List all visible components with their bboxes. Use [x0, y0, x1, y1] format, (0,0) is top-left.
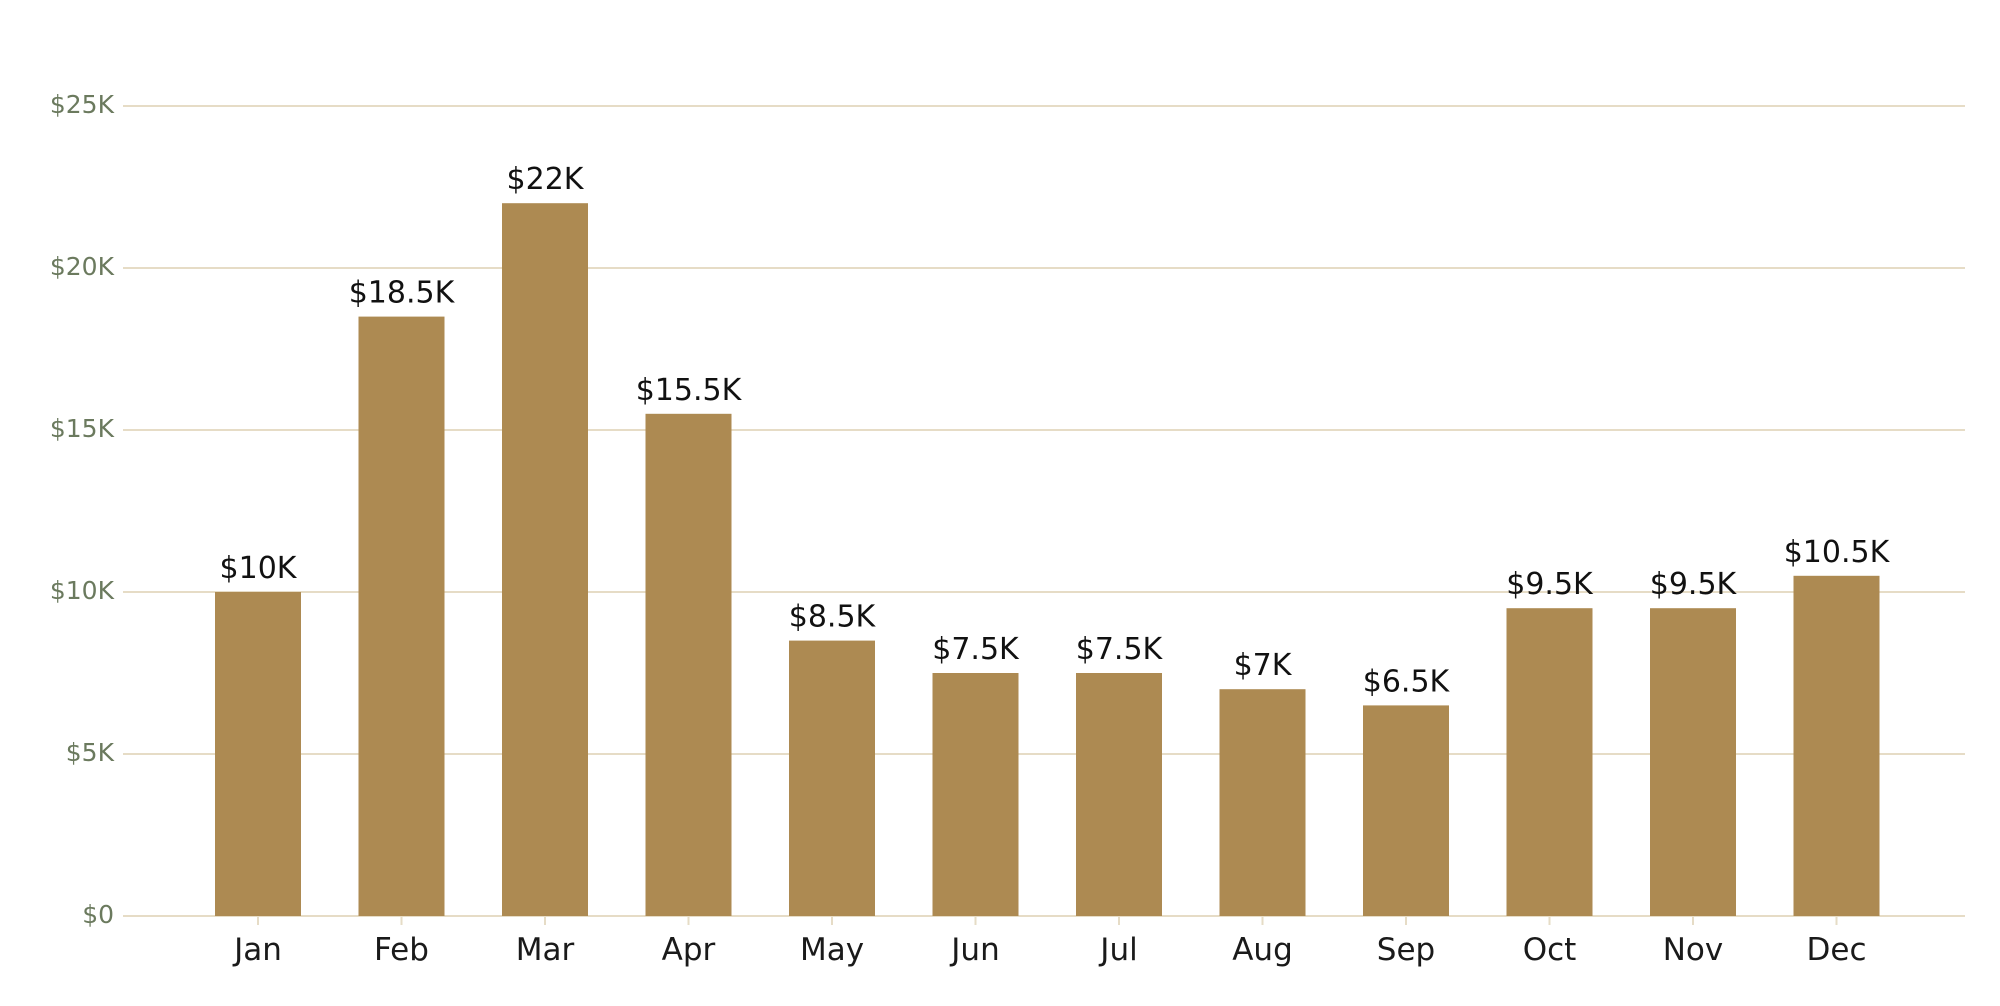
bar-value-label: $8.5K: [789, 600, 877, 635]
bar-value-label: $9.5K: [1506, 567, 1594, 602]
x-tick-label: Apr: [662, 932, 716, 968]
bar: [358, 316, 445, 917]
x-axis-ticks: Jan Feb Mar Apr May Jun Jul Aug Sep Oct Nov Dec: [232, 916, 1867, 968]
y-tick-label: $0: [82, 900, 114, 929]
bar: [1793, 575, 1880, 916]
x-tick-label: Aug: [1232, 932, 1293, 968]
bar: [215, 592, 301, 916]
x-tick-label: May: [800, 932, 864, 968]
y-tick-label: $20K: [50, 252, 115, 281]
bar: [1363, 705, 1449, 916]
x-tick-label: Feb: [374, 932, 429, 968]
bar: [1076, 673, 1162, 916]
bar-value-labels: $10K $18.5K $22K $15.5K $8.5K $7.5K $7.5K $7K $6…: [220, 162, 1891, 699]
bar-value-label: $22K: [507, 162, 585, 197]
y-tick-label: $25K: [50, 90, 115, 119]
x-tick-label: Jan: [232, 932, 282, 968]
bar-value-label: $9.5K: [1650, 567, 1738, 602]
y-axis-ticks: $0 $5K $10K $15K $20K $25K: [50, 90, 132, 929]
bar-value-label: $7K: [1234, 648, 1293, 683]
bar-value-label: $6.5K: [1363, 664, 1451, 699]
bar-value-label: $10.5K: [1784, 535, 1891, 570]
y-tick-label: $5K: [66, 738, 115, 767]
bar-value-label: $7.5K: [1076, 632, 1164, 667]
x-tick-label: Dec: [1807, 932, 1867, 968]
bar-value-label: $7.5K: [932, 632, 1020, 667]
x-tick-label: Oct: [1523, 932, 1577, 968]
bar: [1219, 689, 1306, 916]
x-tick-label: Sep: [1377, 932, 1435, 968]
bar-value-label: $18.5K: [349, 276, 456, 311]
bar: [645, 413, 732, 916]
x-tick-label: Nov: [1663, 932, 1724, 968]
bar: [1650, 608, 1736, 916]
y-tick-label: $15K: [50, 414, 115, 443]
bar: [932, 673, 1019, 916]
bar: [789, 640, 875, 916]
x-tick-label: Jul: [1098, 932, 1137, 968]
bar-value-label: $15.5K: [636, 373, 743, 408]
x-tick-label: Jun: [949, 932, 999, 968]
bar-value-label: $10K: [220, 551, 298, 586]
bar: [1506, 608, 1593, 916]
y-tick-label: $10K: [50, 576, 115, 605]
x-tick-label: Mar: [516, 932, 575, 968]
bars: [215, 203, 1880, 917]
bar: [502, 203, 588, 916]
